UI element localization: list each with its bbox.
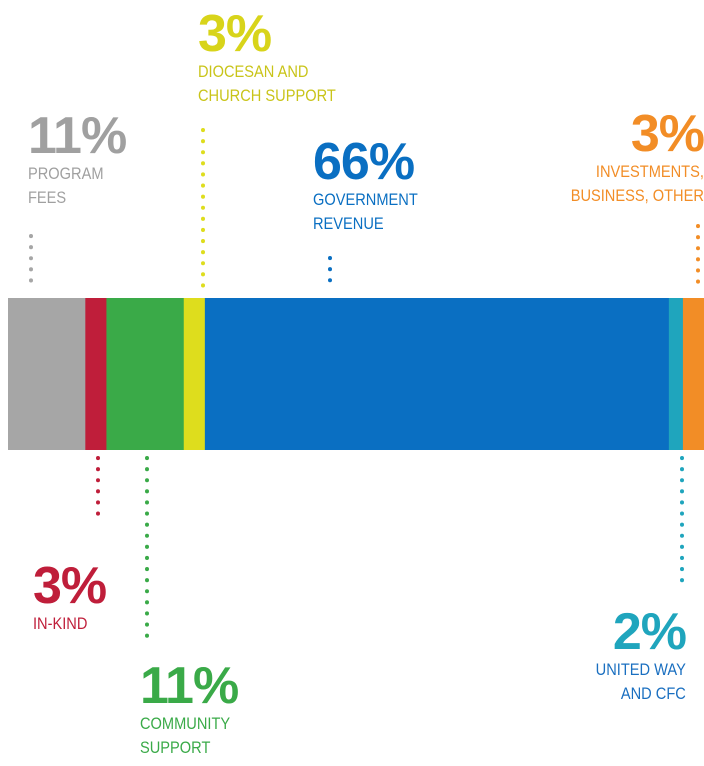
diocesan-caption-2: CHURCH SUPPORT	[198, 86, 336, 105]
bar-segment-united-way-and-cfc	[668, 298, 684, 450]
community-caption-2: SUPPORT	[140, 738, 211, 757]
program-fees-caption-1: PROGRAM	[28, 164, 104, 183]
diocesan-value: 3%	[198, 5, 272, 63]
label-government: 66% GOVERNMENT REVENUE	[313, 136, 435, 236]
label-in-kind: 3% IN-KIND	[33, 557, 107, 636]
government-value: 66%	[313, 133, 415, 191]
community-value: 11%	[140, 657, 239, 715]
united-way-caption-1: UNITED WAY	[595, 660, 686, 679]
bar-segment-in-kind	[85, 298, 107, 450]
bar-segment-program-fees	[8, 298, 86, 450]
bar-segment-community-support	[106, 298, 185, 450]
label-community: 11% COMMUNITY SUPPORT	[140, 660, 245, 760]
label-investments: 3% INVESTMENTS, BUSINESS, OTHER	[549, 108, 704, 208]
bar-segment-diocesan-and-church-support	[183, 298, 206, 450]
investments-caption-2: BUSINESS, OTHER	[570, 186, 704, 205]
program-fees-value: 11%	[28, 107, 127, 165]
investments-value: 3%	[630, 105, 704, 163]
label-united-way: 2% UNITED WAY AND CFC	[581, 603, 687, 706]
community-caption-1: COMMUNITY	[140, 714, 231, 733]
bar-segment-government-revenue	[204, 298, 670, 450]
label-diocesan: 3% DIOCESAN AND CHURCH SUPPORT	[198, 8, 358, 108]
program-fees-caption-2: FEES	[28, 188, 67, 207]
government-caption-1: GOVERNMENT	[313, 190, 418, 209]
label-program-fees: 11% PROGRAM FEES	[28, 107, 127, 210]
in-kind-value: 3%	[33, 557, 107, 615]
united-way-value: 2%	[612, 603, 687, 661]
investments-caption-1: INVESTMENTS,	[595, 162, 704, 181]
diocesan-caption-1: DIOCESAN AND	[198, 62, 309, 81]
bar-segments	[8, 298, 704, 450]
united-way-caption-2: AND CFC	[621, 684, 686, 703]
bar-segment-investments-business-other	[682, 298, 704, 450]
leader-lines	[29, 128, 700, 642]
in-kind-caption-1: IN-KIND	[33, 614, 88, 633]
government-caption-2: REVENUE	[313, 214, 384, 233]
